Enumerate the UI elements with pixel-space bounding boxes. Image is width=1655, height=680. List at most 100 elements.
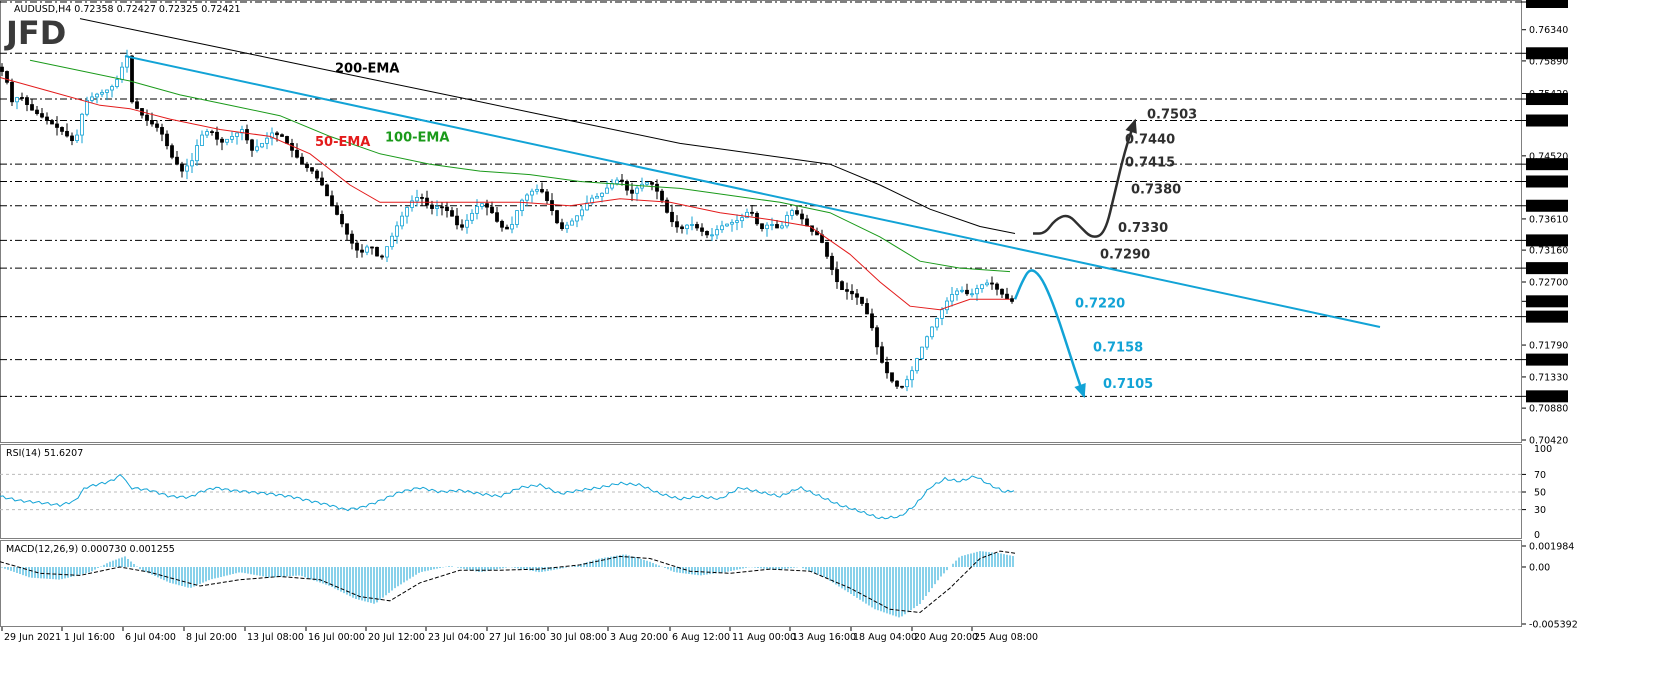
- candle-body: [900, 385, 904, 388]
- candle-body: [105, 89, 109, 93]
- annotation-label: 0.7220: [1075, 297, 1125, 312]
- y-tick-highlight: [1526, 310, 1568, 323]
- x-tick-label: 20 Aug 20:00: [914, 632, 978, 643]
- x-tick-label: 6 Jul 04:00: [125, 632, 176, 643]
- candle-body: [25, 97, 29, 105]
- candle-body: [410, 200, 414, 208]
- candle-body: [325, 184, 329, 197]
- candle-body: [305, 163, 309, 169]
- candle-body: [15, 97, 19, 103]
- candle-body: [195, 145, 199, 162]
- candle-body: [40, 113, 44, 118]
- y-tick-label: 0.72421: [1529, 297, 1568, 308]
- y-tick-label: 0.73610: [1529, 214, 1568, 225]
- candle-body: [110, 86, 114, 91]
- annotation-label: 50-EMA: [315, 135, 370, 150]
- candle-body: [285, 136, 289, 144]
- candle-body: [855, 293, 859, 298]
- candle-body: [800, 213, 804, 220]
- y-tick-label: 0.73800: [1529, 201, 1568, 212]
- x-tick-label: 6 Aug 12:00: [672, 632, 730, 643]
- annotation-label: 200-EMA: [335, 62, 399, 77]
- candle-body: [790, 210, 794, 216]
- y-tick-label: 0.71580: [1529, 355, 1568, 366]
- candle-body: [890, 372, 894, 382]
- candle-body: [950, 294, 954, 302]
- candle-body: [270, 132, 274, 139]
- y-tick-highlight: [1526, 262, 1568, 275]
- ema-line-50-ema: [0, 77, 1010, 311]
- candle-body: [220, 138, 224, 143]
- candle-body: [450, 210, 454, 217]
- candle-body: [545, 191, 549, 201]
- candle-body: [65, 130, 69, 137]
- candle-body: [580, 209, 584, 217]
- y-tick-highlight: [1526, 390, 1568, 403]
- candle-body: [965, 289, 969, 295]
- y-tick-highlight: [1526, 353, 1568, 366]
- candle-body: [145, 114, 149, 121]
- macd-tick-label: -0.005392: [1529, 620, 1578, 631]
- candle-body: [5, 71, 9, 83]
- candle-body: [460, 224, 464, 228]
- candle-body: [165, 133, 169, 147]
- candle-body: [970, 293, 974, 296]
- time-axis: 29 Jun 2021 1 Jul 16:00 6 Jul 04:00 8 Jul 2…: [1, 627, 1038, 643]
- candle-body: [725, 223, 729, 227]
- candle-body: [840, 281, 844, 291]
- candle-body: [385, 246, 389, 258]
- candle-body: [680, 226, 684, 230]
- candle-body: [885, 361, 889, 374]
- macd-signal-series: [0, 550, 1016, 614]
- candle-body: [115, 79, 119, 87]
- candle-body: [695, 224, 699, 229]
- candle-body: [870, 313, 874, 329]
- candle-body: [20, 97, 24, 99]
- rsi-tick-label: 30: [1534, 505, 1546, 516]
- ema-lines: [0, 18, 1016, 311]
- annotation-label: 0.7503: [1147, 107, 1197, 122]
- x-tick-label: 18 Aug 04:00: [853, 632, 917, 643]
- candle-body: [605, 187, 609, 194]
- candle-body: [995, 283, 999, 290]
- rsi-tick-label: 50: [1534, 488, 1546, 499]
- candle-body: [570, 220, 574, 226]
- candle-body: [130, 55, 134, 103]
- candle-body: [780, 225, 784, 229]
- candle-body: [480, 203, 484, 207]
- candle-body: [435, 206, 439, 209]
- main-panel-frame: [0, 0, 1522, 443]
- candle-body: [645, 182, 649, 185]
- candle-body: [595, 195, 599, 199]
- horizontal-levels: [0, 1, 1522, 397]
- candle-body: [865, 303, 869, 315]
- candle-body: [320, 177, 324, 186]
- candle-body: [35, 109, 39, 114]
- ema-line-200-ema: [79, 18, 1016, 234]
- candle-body: [75, 134, 79, 142]
- bullish-scenario-arrow-head: [1125, 118, 1137, 134]
- rsi-header: RSI(14) 51.6207: [6, 448, 83, 459]
- macd-axis: 0.001984 0.00 -0.005392: [1522, 542, 1578, 631]
- candle-body: [400, 215, 404, 227]
- annotation-label: 100-EMA: [385, 130, 449, 145]
- candle-body: [420, 197, 424, 199]
- candle-body: [715, 229, 719, 236]
- candle-body: [340, 214, 344, 225]
- candle-body: [225, 138, 229, 143]
- annotation-labels: 200-EMA 100-EMA 50-EMA 0.7503 0.7440 0.7415 0.…: [315, 62, 1197, 392]
- candle-body: [380, 255, 384, 258]
- candle-body: [660, 190, 664, 201]
- y-tick-highlight: [1526, 47, 1568, 60]
- candle-body: [170, 145, 174, 158]
- candle-body: [990, 282, 994, 285]
- y-tick-label: 0.70420: [1529, 436, 1568, 447]
- candle-body: [255, 146, 259, 151]
- x-tick-label: 1 Jul 16:00: [64, 632, 115, 643]
- candle-body: [135, 101, 139, 109]
- candle-body: [155, 123, 159, 128]
- y-tick-label: 0.72700: [1529, 277, 1568, 288]
- candle-body: [495, 212, 499, 222]
- candle-body: [300, 156, 304, 165]
- candle-body: [90, 96, 94, 101]
